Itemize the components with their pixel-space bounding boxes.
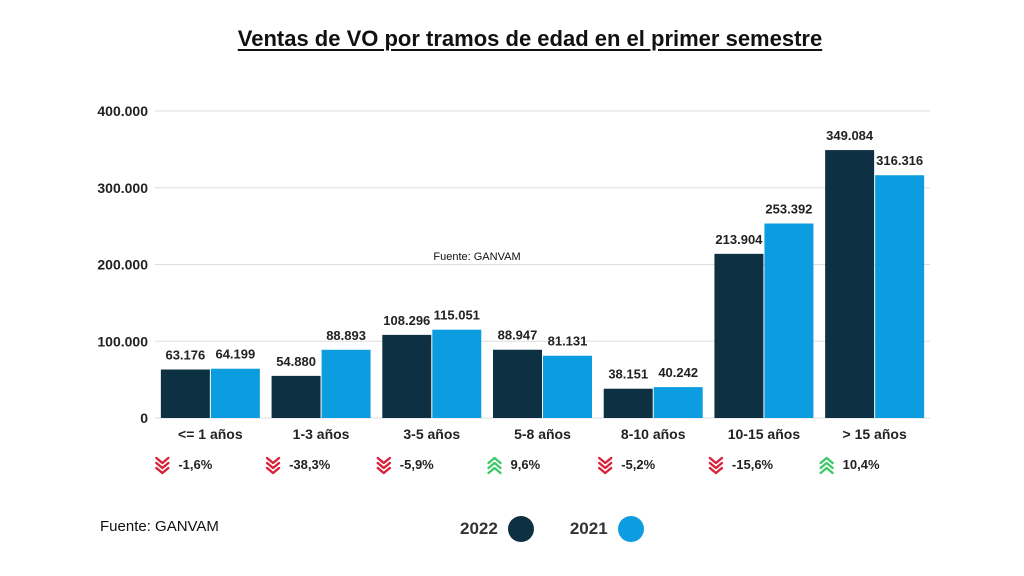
data-label-2022: 88.947 bbox=[498, 328, 538, 343]
data-label-2022: 63.176 bbox=[165, 348, 205, 363]
x-tick-label: 1-3 años bbox=[293, 426, 350, 442]
x-tick-label: 3-5 años bbox=[403, 426, 460, 442]
data-label-2021: 88.893 bbox=[326, 328, 366, 343]
grid-lines bbox=[155, 110, 930, 419]
data-label-2021: 253.392 bbox=[765, 202, 812, 217]
data-label-2022: 108.296 bbox=[383, 313, 430, 328]
bar-2021 bbox=[432, 329, 482, 418]
change-label: -38,3% bbox=[289, 457, 331, 472]
change-label: -15,6% bbox=[732, 457, 774, 472]
legend-item-2022: 2022 bbox=[460, 516, 534, 542]
chevron-down-icon bbox=[376, 456, 391, 475]
bar-2022 bbox=[603, 388, 653, 418]
change-label: -5,2% bbox=[621, 457, 655, 472]
bar-2022 bbox=[493, 349, 542, 418]
chevron-down-icon bbox=[155, 456, 170, 475]
y-tick-label: 200.000 bbox=[97, 257, 148, 273]
change-label: -5,9% bbox=[400, 457, 434, 472]
legend-label-2021: 2021 bbox=[569, 519, 608, 538]
chevron-up-icon bbox=[819, 456, 834, 475]
y-tick-label: 100.000 bbox=[97, 333, 148, 349]
chevron-down-icon bbox=[598, 456, 613, 475]
legend-swatch-2021 bbox=[617, 516, 644, 542]
bar-2021 bbox=[653, 387, 703, 418]
data-label-2022: 349.084 bbox=[826, 128, 874, 143]
x-axis-ticks: <= 1 años 1-3 años 3-5 años 5-8 años 8-10 añ… bbox=[178, 426, 907, 442]
data-labels: 63.176 64.199 54.880 88.893 108.296 115.051 88… bbox=[165, 128, 923, 382]
change-label: 9,6% bbox=[511, 457, 541, 472]
x-tick-label: > 15 años bbox=[843, 426, 907, 442]
legend-swatch-2022 bbox=[507, 516, 534, 542]
bar-2022 bbox=[160, 369, 210, 418]
data-label-2021: 81.131 bbox=[548, 334, 588, 349]
chevron-down-icon bbox=[708, 456, 724, 475]
change-label: -1,6% bbox=[178, 457, 212, 472]
bars bbox=[160, 150, 925, 418]
data-label-2022: 54.880 bbox=[276, 354, 316, 369]
y-tick-label: 400.000 bbox=[97, 103, 148, 119]
data-label-2021: 40.242 bbox=[658, 365, 698, 380]
change-indicators: -1,6% -38,3% -5,9% 9,6% -5,2% -15,6% 10,4% bbox=[155, 456, 880, 475]
bar-chart: 0 100.000 200.000 300.000 400.000 63.176 64.1… bbox=[97, 103, 930, 475]
bar-2022 bbox=[271, 375, 321, 418]
x-tick-label: 10-15 años bbox=[728, 426, 801, 442]
y-tick-label: 300.000 bbox=[97, 180, 148, 196]
data-label-2021: 115.051 bbox=[434, 308, 480, 323]
data-label-2022: 38.151 bbox=[608, 367, 648, 382]
data-label-2022: 213.904 bbox=[715, 232, 763, 247]
chart-source-inner: Fuente: GANVAM bbox=[433, 251, 520, 263]
x-tick-label: 8-10 años bbox=[621, 426, 686, 442]
bar-2021 bbox=[764, 223, 814, 418]
x-tick-label: <= 1 años bbox=[178, 426, 243, 442]
chevron-down-icon bbox=[265, 456, 281, 475]
legend-label-2022: 2022 bbox=[460, 519, 498, 538]
data-label-2021: 64.199 bbox=[215, 347, 255, 362]
chart-title: Ventas de VO por tramos de edad en el pr… bbox=[237, 26, 823, 51]
data-label-2021: 316.316 bbox=[876, 153, 923, 168]
bar-2021 bbox=[210, 368, 260, 418]
source-note: Fuente: GANVAM bbox=[100, 518, 219, 535]
bar-2021 bbox=[321, 349, 371, 418]
legend-item-2021: 2021 bbox=[570, 516, 644, 542]
y-tick-label: 0 bbox=[140, 410, 148, 426]
bar-2022 bbox=[825, 150, 875, 418]
bar-2021 bbox=[543, 355, 592, 418]
chevron-up-icon bbox=[487, 456, 502, 475]
y-axis-ticks: 0 100.000 200.000 300.000 400.000 bbox=[97, 103, 148, 426]
legend: 2022 2021 bbox=[460, 512, 680, 546]
change-label: 10,4% bbox=[843, 457, 880, 472]
x-tick-label: 5-8 años bbox=[514, 426, 571, 442]
bar-2022 bbox=[382, 334, 432, 418]
bar-2021 bbox=[875, 175, 925, 418]
bar-2022 bbox=[714, 253, 764, 418]
